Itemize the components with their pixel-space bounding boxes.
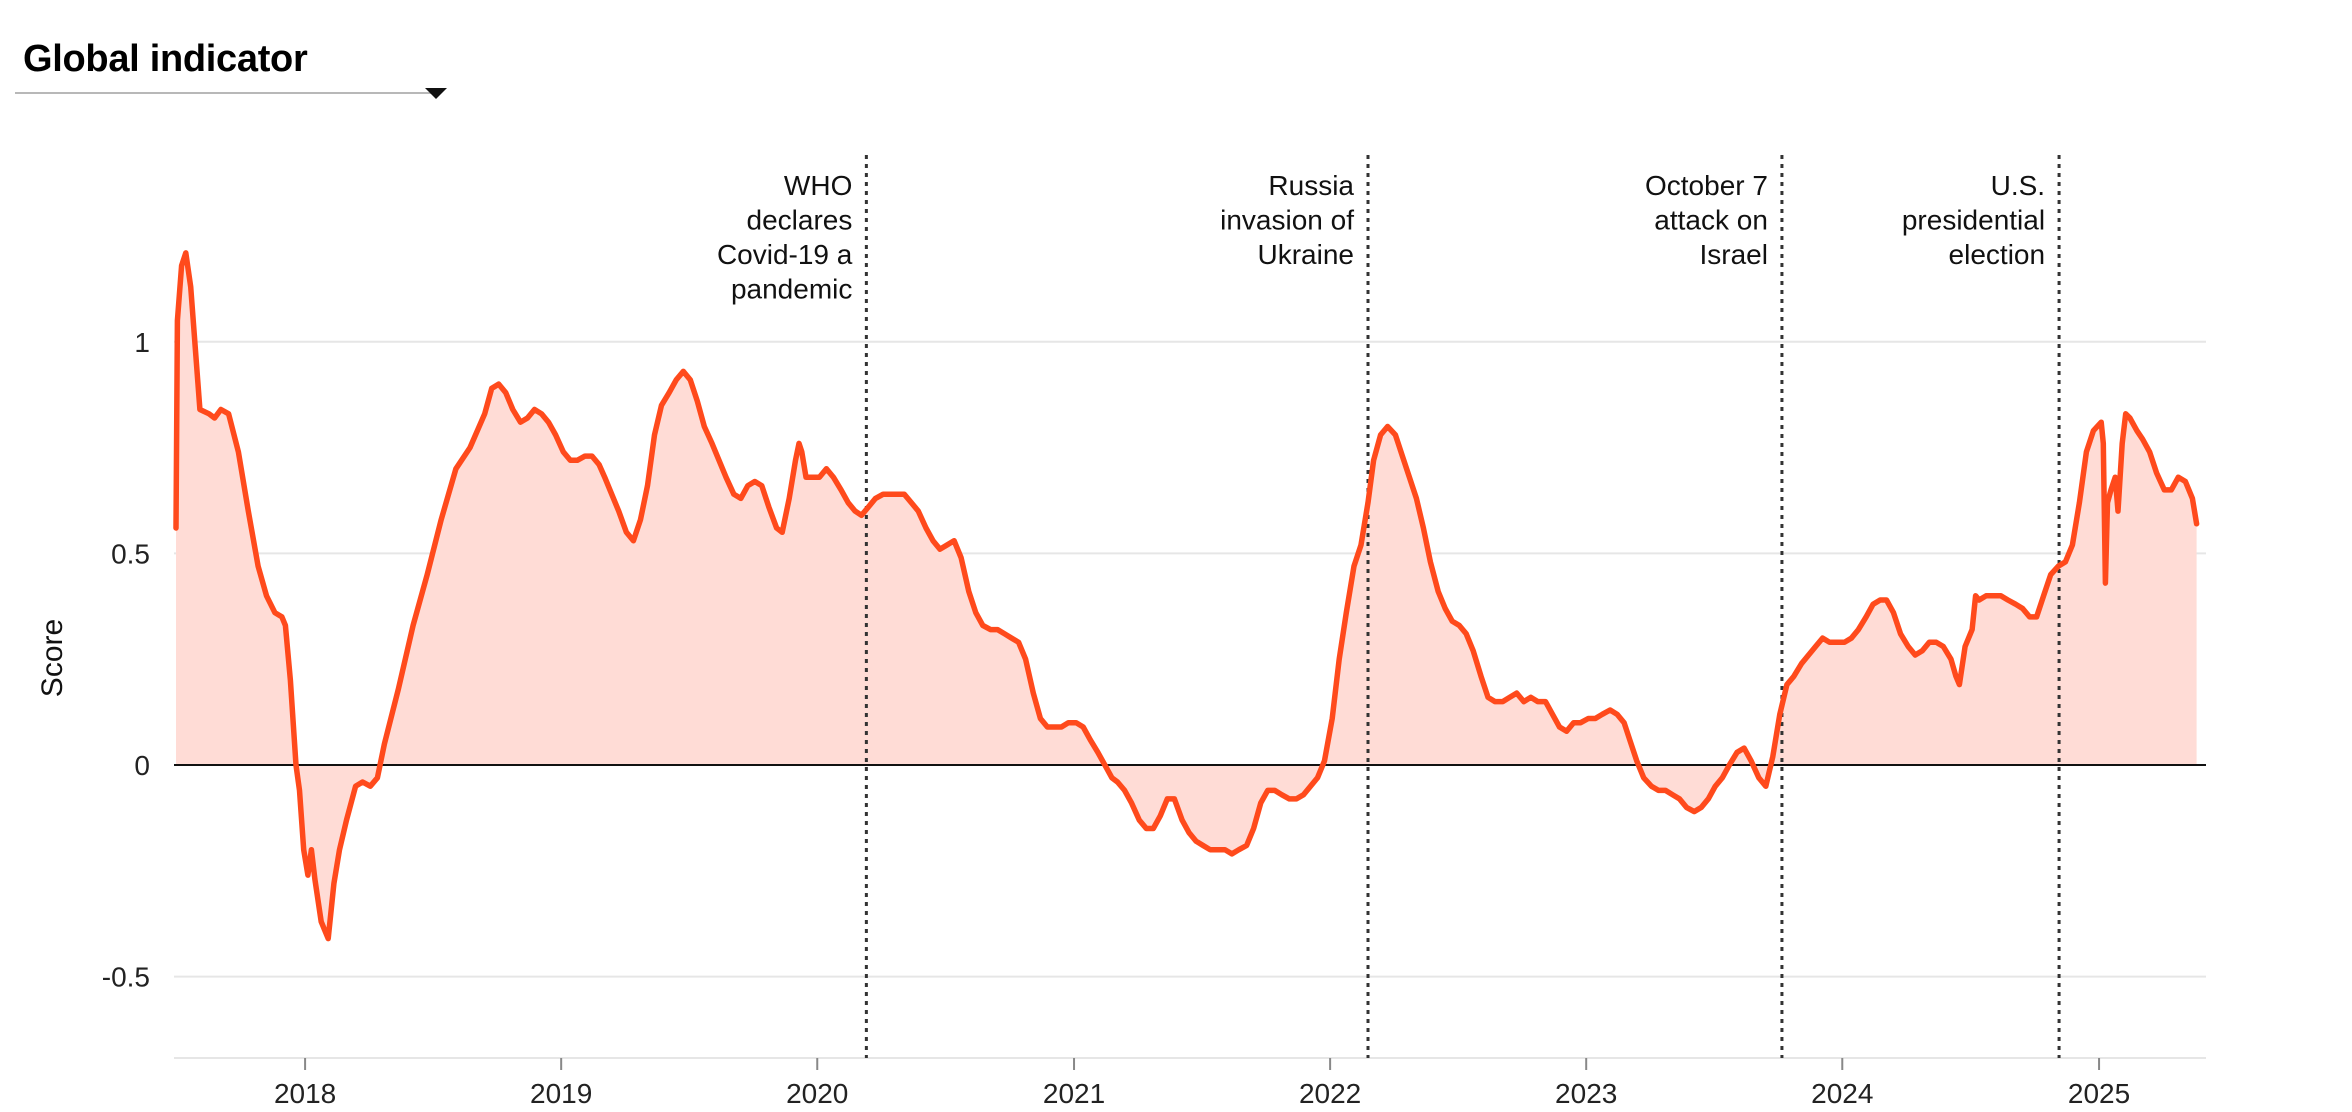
event-label: presidential bbox=[1902, 205, 2045, 236]
event-label: Israel bbox=[1699, 239, 1767, 270]
event-label: WHO bbox=[784, 170, 852, 201]
y-tick-label: 1 bbox=[134, 327, 150, 358]
indicator-selector[interactable]: Global indicator bbox=[15, 30, 447, 99]
event-label: attack on bbox=[1654, 205, 1768, 236]
event-label: Ukraine bbox=[1258, 239, 1354, 270]
chevron-down-icon[interactable] bbox=[425, 88, 447, 99]
x-tick-label: 2021 bbox=[1043, 1078, 1105, 1109]
event-label: Russia bbox=[1268, 170, 1354, 201]
x-axis-ticks: 2018 2019 2020 2021 2022 2023 2024 2025 bbox=[274, 1058, 2130, 1109]
y-tick-label: 0.5 bbox=[111, 538, 150, 569]
y-tick-label: -0.5 bbox=[102, 962, 150, 993]
score-area bbox=[176, 252, 2197, 939]
event-label: October 7 bbox=[1645, 170, 1768, 201]
score-line bbox=[173, 250, 2200, 942]
y-axis-ticks: 1 0.5 0 -0.5 bbox=[102, 327, 150, 993]
x-tick-label: 2022 bbox=[1299, 1078, 1361, 1109]
x-tick-label: 2019 bbox=[530, 1078, 592, 1109]
event-label: Covid-19 a bbox=[717, 239, 853, 270]
event-label: pandemic bbox=[731, 274, 852, 305]
y-tick-label: 0 bbox=[134, 750, 150, 781]
x-tick-label: 2020 bbox=[786, 1078, 848, 1109]
x-tick-label: 2023 bbox=[1555, 1078, 1617, 1109]
indicator-selector-label: Global indicator bbox=[23, 38, 308, 80]
event-label: declares bbox=[747, 205, 853, 236]
event-label: U.S. bbox=[1991, 170, 2045, 201]
area-layer bbox=[176, 252, 2197, 939]
y-axis-title: Score bbox=[36, 619, 69, 697]
x-tick-label: 2025 bbox=[2068, 1078, 2130, 1109]
event-label: invasion of bbox=[1220, 205, 1354, 236]
x-tick-label: 2018 bbox=[274, 1078, 336, 1109]
event-label: election bbox=[1949, 239, 2046, 270]
line-layer bbox=[173, 250, 2200, 942]
x-tick-label: 2024 bbox=[1811, 1078, 1873, 1109]
